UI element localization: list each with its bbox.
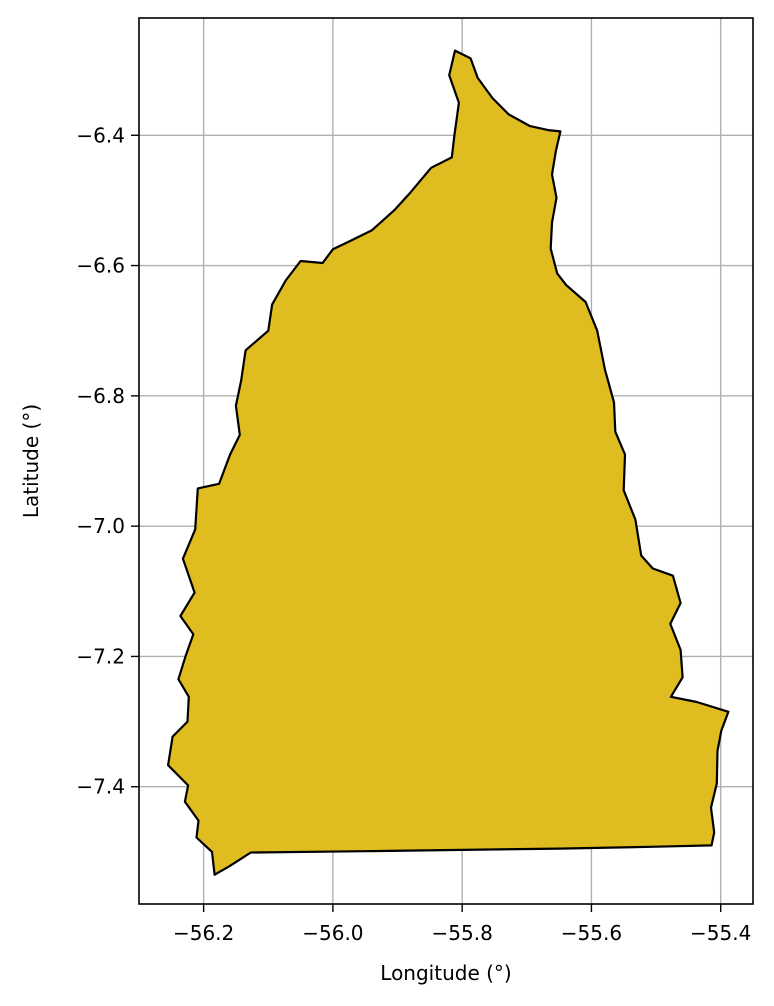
x-tick-label: −56.2 bbox=[173, 921, 234, 945]
x-tick-label: −55.8 bbox=[432, 921, 493, 945]
x-tick-label: −55.4 bbox=[690, 921, 751, 945]
axis-ticks: −56.2 −56.0 −55.8 −55.6 −55.4 −6.4 −6.6 −6.8 −7.… bbox=[76, 123, 751, 945]
plot-frame bbox=[138, 17, 754, 905]
y-tick-label: −6.4 bbox=[76, 123, 125, 147]
x-tick-label: −56.0 bbox=[302, 921, 363, 945]
y-tick-label: −7.4 bbox=[76, 775, 125, 799]
y-tick-label: −7.2 bbox=[76, 644, 125, 668]
y-tick-label: −7.0 bbox=[76, 514, 125, 538]
x-axis-label: Longitude (°) bbox=[380, 961, 511, 985]
x-tick-label: −55.6 bbox=[561, 921, 622, 945]
y-tick-label: −6.6 bbox=[76, 254, 125, 278]
y-axis-label: Latitude (°) bbox=[19, 404, 43, 518]
y-tick-label: −6.8 bbox=[76, 384, 125, 408]
region-polygon bbox=[167, 49, 730, 876]
